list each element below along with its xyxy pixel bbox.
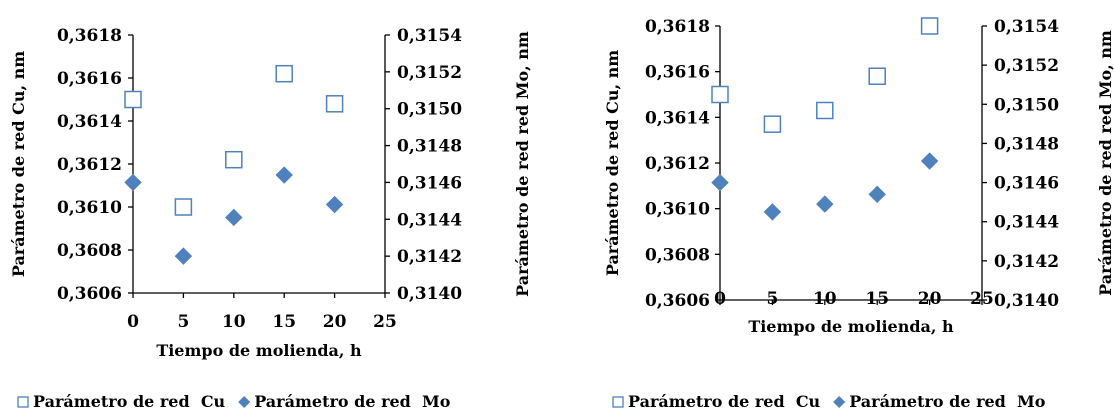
mo-data-point [325, 195, 344, 214]
chart-left: 0,3606 0,3608 0,3610 0,3612 0,3614 0,3616 0,36… [9, 26, 532, 411]
left-y-tick-label: 0,3606 [57, 284, 122, 304]
cu-data-point [225, 150, 243, 169]
left-y-axis-title: Parámetro de red Cu, nm [603, 50, 622, 276]
legend-mo-marker [238, 396, 251, 408]
right-y-tick-label: 0,3148 [397, 137, 462, 157]
x-tick-label: 5 [766, 289, 778, 309]
left-y-tick-label: 0,3614 [645, 108, 710, 128]
legend-cu-marker [17, 396, 29, 408]
x-tick-label: 25 [373, 312, 397, 332]
left-y-tick-label: 0,3614 [57, 112, 122, 132]
left-y-tick-label: 0,3618 [57, 26, 122, 46]
right-y-tick-label: 0,3154 [994, 17, 1059, 37]
left-y-tick-label: 0,3612 [645, 154, 710, 174]
cu-data-point [325, 95, 344, 113]
left-y-tick-label: 0,3608 [645, 245, 710, 265]
mo-data-point [868, 185, 886, 204]
x-axis-title: Tiempo de molienda, h [748, 317, 954, 336]
x-tick-label: 5 [177, 312, 189, 332]
x-tick-label: 15 [272, 312, 296, 332]
mo-data-point [920, 152, 939, 170]
cu-data-point [174, 198, 193, 216]
chart-right: 0,3606 0,3608 0,3610 0,3612 0,3614 0,3616 0,36… [603, 17, 1114, 411]
x-tick-label: 0 [714, 289, 726, 309]
left-y-tick-label: 0,3612 [57, 155, 122, 175]
mo-data-point [124, 173, 142, 192]
legend-mo-marker [833, 396, 846, 408]
right-y-tick-label: 0,3146 [994, 174, 1059, 194]
cu-data-point [124, 90, 142, 109]
legend-label: Parámetro de red Mo [849, 392, 1046, 411]
cu-data-point [711, 85, 729, 104]
right-y-tick-label: 0,3140 [397, 284, 462, 304]
mo-data-point [275, 166, 293, 184]
left-y-tick-label: 0,3618 [645, 17, 710, 37]
left-y-tick-label: 0,3608 [57, 241, 122, 261]
left-y-tick-label: 0,3616 [645, 63, 710, 83]
x-tick-label: 0 [127, 312, 139, 332]
right-y-tick-label: 0,3150 [994, 95, 1059, 115]
right-y-axis-title: Parámetro de red red Mo, nm [1096, 30, 1114, 296]
legend-label: Parámetro de red Mo [254, 392, 451, 411]
cu-data-point [868, 67, 886, 85]
legend-cu-marker [612, 396, 624, 408]
legend-label: Parámetro de red Cu [628, 392, 821, 411]
right-y-tick-label: 0,3152 [397, 63, 462, 83]
mo-data-point [225, 208, 243, 227]
mo-data-point [763, 203, 782, 221]
right-y-tick-label: 0,3142 [397, 247, 462, 267]
right-y-tick-label: 0,3152 [994, 56, 1059, 76]
right-y-tick-label: 0,3142 [994, 252, 1059, 272]
left-y-axis-title: Parámetro de red Cu, nm [9, 51, 28, 277]
right-y-tick-label: 0,3148 [994, 134, 1059, 154]
x-tick-label: 15 [865, 289, 889, 309]
right-y-tick-label: 0,3146 [397, 173, 462, 193]
x-tick-label: 25 [970, 289, 994, 309]
left-y-tick-label: 0,3610 [57, 198, 122, 218]
right-y-tick-label: 0,3140 [994, 291, 1059, 311]
cu-data-point [920, 17, 939, 35]
mo-data-point [174, 247, 193, 265]
x-tick-label: 10 [813, 289, 837, 309]
left-y-tick-label: 0,3610 [645, 200, 710, 220]
x-tick-label: 20 [918, 289, 942, 309]
legend-label: Parámetro de red Cu [33, 392, 226, 411]
right-y-tick-label: 0,3150 [397, 100, 462, 120]
left-y-tick-label: 0,3616 [57, 69, 122, 89]
right-y-axis-title: Parámetro de red red Mo, nm [513, 31, 532, 297]
mo-data-point [816, 195, 834, 213]
x-tick-label: 20 [323, 312, 347, 332]
x-axis-title: Tiempo de molienda, h [156, 341, 362, 360]
cu-data-point [275, 64, 293, 83]
cu-data-point [763, 115, 782, 133]
x-tick-label: 10 [222, 312, 246, 332]
left-y-tick-label: 0,3606 [645, 291, 710, 311]
mo-data-point [711, 173, 729, 192]
right-y-tick-label: 0,3154 [397, 26, 462, 46]
cu-data-point [816, 101, 834, 120]
right-y-tick-label: 0,3144 [397, 210, 462, 230]
right-y-tick-label: 0,3144 [994, 213, 1059, 233]
